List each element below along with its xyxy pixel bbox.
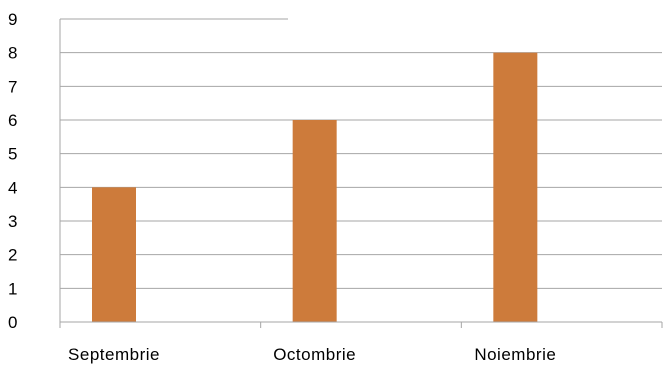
x-category-label: Octombrie [273, 345, 356, 364]
y-tick-labels: 0 1 2 3 4 5 6 7 8 9 [8, 10, 17, 332]
y-tick-label: 1 [8, 279, 17, 298]
bar [292, 120, 337, 322]
bar [92, 187, 136, 322]
y-tick-label: 5 [8, 145, 17, 164]
y-tick-label: 8 [8, 44, 17, 63]
y-tick-label: 0 [8, 313, 17, 332]
title-mask [288, 0, 665, 44]
y-tick-label: 9 [8, 10, 17, 29]
y-tick-label: 4 [8, 178, 17, 197]
gridlines [60, 18, 662, 289]
x-category-label: Septembrie [68, 345, 160, 364]
y-tick-label: 3 [8, 212, 17, 231]
x-category-labels: Septembrie Octombrie Noiembrie [68, 345, 556, 364]
y-tick-label: 2 [8, 246, 17, 265]
bar [493, 52, 538, 323]
bars [92, 52, 538, 323]
axes [59, 19, 663, 328]
x-category-label: Noiembrie [474, 345, 556, 364]
y-tick-label: 7 [8, 77, 17, 96]
y-tick-label: 6 [8, 111, 17, 130]
